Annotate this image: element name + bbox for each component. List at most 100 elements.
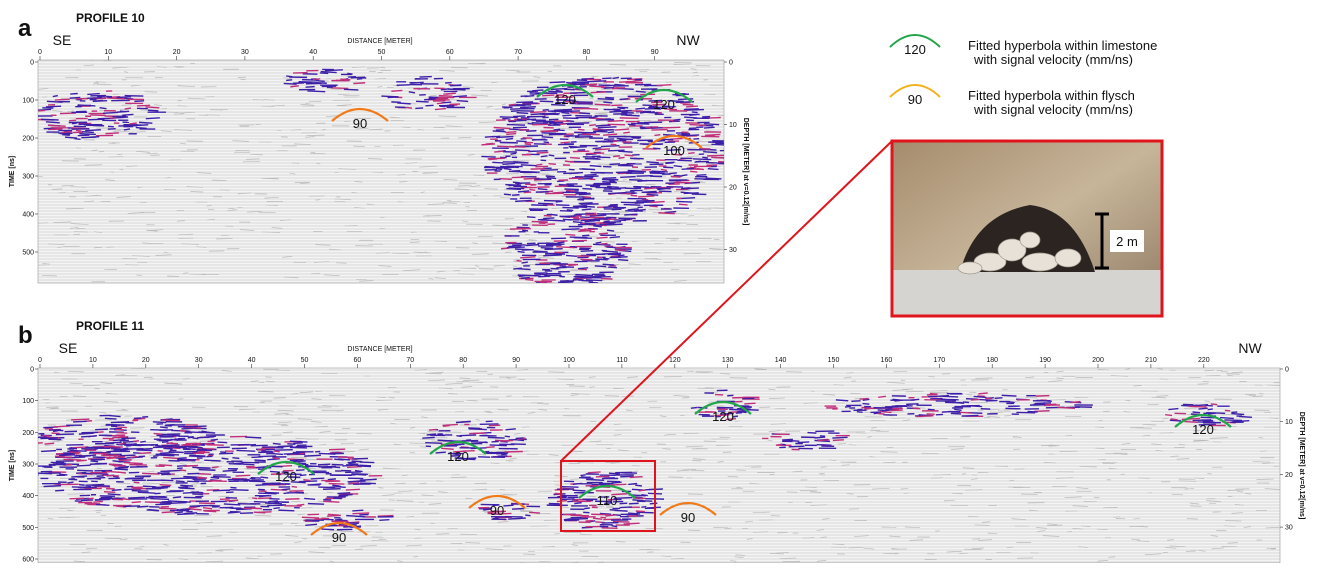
strong-reflection: [686, 110, 704, 111]
strong-reflection: [116, 458, 127, 459]
strong-reflection: [525, 279, 533, 280]
strong-reflection: [88, 119, 105, 120]
strong-reflection: [129, 465, 147, 466]
strong-reflection: [613, 156, 620, 157]
strong-reflection: [81, 500, 93, 501]
strong-reflection: [960, 412, 971, 413]
strong-reflection: [325, 70, 343, 71]
y-tick-label: 400: [22, 212, 34, 219]
strong-reflection: [1002, 395, 1017, 396]
velocity-label: 120: [447, 449, 469, 464]
strong-reflection: [148, 110, 159, 111]
strong-reflection: [44, 443, 54, 444]
y2-tick-label: 30: [729, 247, 737, 254]
strong-reflection: [155, 504, 170, 505]
strong-reflection: [62, 132, 72, 133]
strong-reflection: [530, 151, 548, 152]
strong-reflection: [332, 485, 339, 486]
strong-reflection: [518, 191, 529, 192]
strong-reflection: [807, 433, 816, 434]
x-tick-label: 210: [1145, 357, 1157, 364]
strong-reflection: [284, 83, 297, 84]
strong-reflection: [582, 189, 592, 190]
strong-reflection: [547, 220, 566, 221]
strong-reflection: [662, 127, 680, 128]
strong-reflection: [565, 287, 576, 288]
strong-reflection: [1037, 400, 1052, 401]
strong-reflection: [170, 502, 186, 503]
strong-reflection: [469, 433, 485, 434]
strong-reflection: [481, 156, 495, 157]
strong-reflection: [571, 123, 590, 124]
strong-reflection: [615, 510, 628, 511]
strong-reflection: [604, 221, 609, 222]
strong-reflection: [555, 289, 565, 290]
x-axis-label: DISTANCE [METER]: [347, 38, 412, 45]
strong-reflection: [1239, 416, 1252, 417]
strong-reflection: [584, 508, 590, 509]
strong-reflection: [204, 511, 217, 512]
strong-reflection: [145, 107, 159, 108]
strong-reflection: [486, 143, 494, 144]
strong-reflection: [268, 501, 278, 502]
x-tick-label: 80: [583, 49, 591, 56]
strong-reflection: [323, 489, 341, 490]
strong-reflection: [584, 174, 596, 175]
scale-label: 2 m: [1116, 234, 1138, 249]
strong-reflection: [556, 247, 574, 248]
x-tick-label: 40: [309, 49, 317, 56]
x-tick-label: 90: [512, 357, 520, 364]
strong-reflection: [658, 213, 674, 214]
x-tick-label: 40: [248, 357, 256, 364]
strong-reflection: [574, 238, 592, 239]
strong-reflection: [595, 259, 607, 260]
x-tick-label: 100: [563, 357, 575, 364]
y-tick-label: 300: [22, 462, 34, 469]
reflection: [378, 488, 383, 489]
strong-reflection: [574, 276, 590, 277]
strong-reflection: [82, 132, 94, 133]
strong-reflection: [517, 113, 529, 114]
strong-reflection: [93, 501, 103, 502]
strong-reflection: [541, 156, 548, 157]
strong-reflection: [213, 490, 230, 491]
strong-reflection: [143, 486, 156, 487]
strong-reflection: [845, 406, 851, 407]
strong-reflection: [503, 163, 516, 164]
strong-reflection: [1165, 415, 1172, 416]
x-tick-label: 150: [828, 357, 840, 364]
strong-reflection: [581, 251, 594, 252]
strong-reflection: [223, 470, 237, 471]
strong-reflection: [744, 403, 755, 404]
strong-reflection: [542, 95, 554, 96]
strong-reflection: [290, 86, 299, 87]
strong-reflection: [160, 452, 175, 453]
strong-reflection: [549, 123, 556, 124]
strong-reflection: [290, 441, 308, 442]
strong-reflection: [180, 509, 188, 510]
strong-reflection: [570, 287, 578, 288]
strong-reflection: [93, 101, 107, 102]
strong-reflection: [619, 219, 630, 220]
strong-reflection: [162, 442, 168, 443]
strong-reflection: [490, 445, 507, 446]
strong-reflection: [142, 473, 159, 474]
strong-reflection: [391, 90, 402, 91]
strong-reflection: [531, 205, 547, 206]
strong-reflection: [169, 451, 174, 452]
strong-reflection: [513, 116, 525, 117]
strong-reflection: [588, 472, 601, 473]
strong-reflection: [122, 499, 130, 500]
strong-reflection: [251, 445, 268, 446]
strong-reflection: [817, 440, 829, 441]
strong-reflection: [302, 464, 309, 465]
strong-reflection: [161, 454, 179, 455]
strong-reflection: [586, 280, 602, 281]
strong-reflection: [572, 240, 587, 241]
strong-reflection: [562, 208, 578, 209]
strong-reflection: [53, 426, 70, 427]
strong-reflection: [652, 171, 668, 172]
strong-reflection: [614, 111, 632, 112]
strong-reflection: [360, 462, 375, 463]
strong-reflection: [631, 123, 649, 124]
